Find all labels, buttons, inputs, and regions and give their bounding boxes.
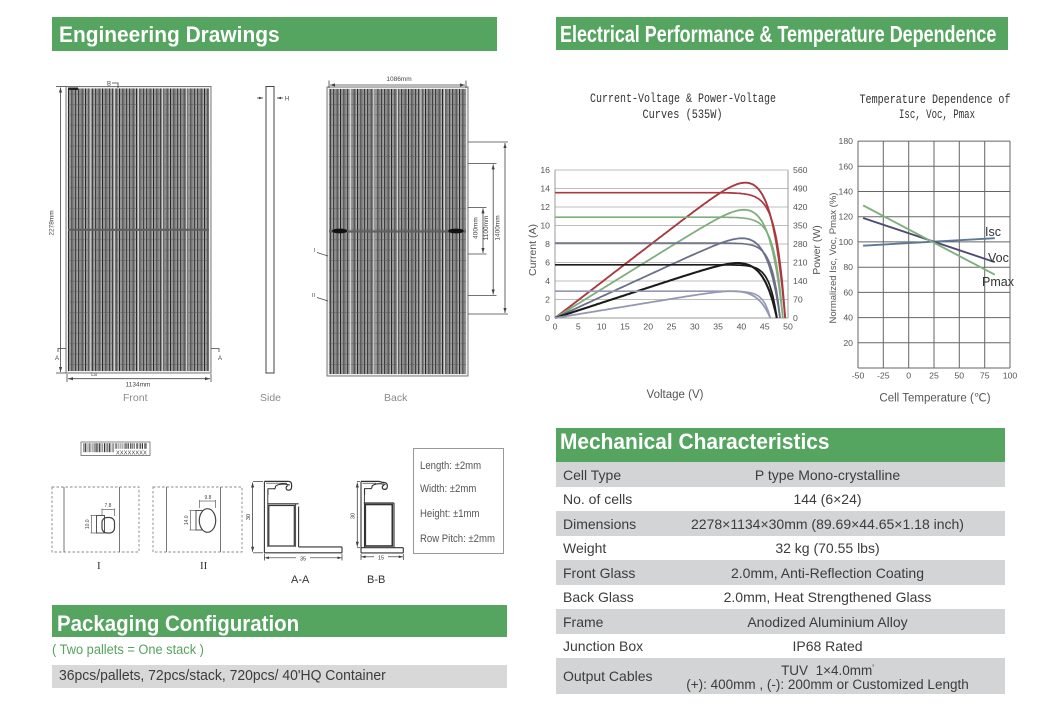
svg-text:490: 490 <box>793 184 808 194</box>
svg-text:10: 10 <box>597 322 607 332</box>
svg-text:0: 0 <box>545 313 550 323</box>
svg-text:Power (W): Power (W) <box>811 225 823 275</box>
svg-text:XXXXXXXX: XXXXXXXX <box>116 451 147 457</box>
svg-text:35: 35 <box>713 322 723 332</box>
svg-text:50: 50 <box>783 322 793 332</box>
svg-text:100: 100 <box>839 237 854 247</box>
svg-text:2278mm: 2278mm <box>49 210 56 235</box>
svg-text:560: 560 <box>793 165 808 175</box>
svg-text:40: 40 <box>843 313 853 323</box>
svg-text:420: 420 <box>793 202 808 212</box>
svg-text:20: 20 <box>643 322 653 332</box>
svg-text:0: 0 <box>793 313 798 323</box>
svg-text:14: 14 <box>540 184 550 194</box>
svg-text:0: 0 <box>553 322 558 332</box>
svg-text:70: 70 <box>793 295 803 305</box>
svg-text:30: 30 <box>351 513 357 519</box>
svg-text:15: 15 <box>378 556 384 562</box>
svg-text:Temperature Dependence of: Temperature Dependence of <box>860 92 1011 107</box>
svg-text:1086mm: 1086mm <box>386 76 411 83</box>
svg-text:80: 80 <box>843 262 853 272</box>
svg-text:140: 140 <box>793 276 808 286</box>
svg-text:10: 10 <box>540 221 550 231</box>
svg-text:Curves (535W): Curves (535W) <box>643 107 723 122</box>
svg-text:280: 280 <box>793 239 808 249</box>
svg-text:Current-Voltage & Power-Voltag: Current-Voltage & Power-Voltage <box>590 91 776 106</box>
svg-text:9.8: 9.8 <box>205 495 212 501</box>
svg-text:100: 100 <box>1003 371 1018 381</box>
svg-text:30: 30 <box>246 514 252 520</box>
svg-text:8: 8 <box>545 239 550 249</box>
svg-text:1400mm: 1400mm <box>495 215 502 240</box>
svg-text:Normalized Isc, Voc, Pmax (%): Normalized Isc, Voc, Pmax (%) <box>828 193 839 324</box>
svg-text:45: 45 <box>760 322 770 332</box>
svg-text:20: 20 <box>843 338 853 348</box>
svg-text:25: 25 <box>667 322 677 332</box>
svg-text:A: A <box>55 356 59 362</box>
svg-text:1100mm: 1100mm <box>483 216 490 241</box>
svg-text:La: La <box>91 372 97 378</box>
svg-text:Current (A): Current (A) <box>527 224 539 276</box>
svg-text:A: A <box>218 356 222 362</box>
svg-text:Isc, Voc, Pmax: Isc, Voc, Pmax <box>899 107 975 122</box>
svg-text:6: 6 <box>545 258 550 268</box>
svg-text:75: 75 <box>980 371 990 381</box>
svg-text:-25: -25 <box>877 371 890 381</box>
svg-text:B: B <box>107 82 111 88</box>
svg-text:4: 4 <box>545 276 550 286</box>
svg-text:7.8: 7.8 <box>105 503 112 509</box>
svg-text:160: 160 <box>839 161 854 171</box>
svg-text:1134mm: 1134mm <box>126 382 151 389</box>
svg-text:10.0: 10.0 <box>85 519 91 529</box>
svg-text:120: 120 <box>839 212 854 222</box>
svg-text:12: 12 <box>540 202 550 212</box>
svg-text:25: 25 <box>929 371 939 381</box>
svg-text:140: 140 <box>839 187 854 197</box>
svg-text:16: 16 <box>540 165 550 175</box>
svg-text:60: 60 <box>843 287 853 297</box>
svg-text:180: 180 <box>839 136 854 146</box>
svg-text:210: 210 <box>793 258 808 268</box>
svg-text:Voc: Voc <box>988 251 1009 265</box>
svg-text:350: 350 <box>793 221 808 231</box>
svg-text:Voltage (V): Voltage (V) <box>647 389 704 401</box>
svg-text:2: 2 <box>545 295 550 305</box>
svg-text:-50: -50 <box>852 371 865 381</box>
svg-text:H: H <box>285 97 289 103</box>
svg-text:Pmax: Pmax <box>982 275 1015 289</box>
svg-text:II: II <box>312 293 316 299</box>
svg-text:14.0: 14.0 <box>184 515 190 525</box>
svg-text:30: 30 <box>690 322 700 332</box>
svg-text:50: 50 <box>954 371 964 381</box>
svg-text:0: 0 <box>906 371 911 381</box>
svg-text:Isc: Isc <box>985 225 1001 239</box>
svg-text:I: I <box>314 248 316 254</box>
svg-text:15: 15 <box>620 322 630 332</box>
svg-text:5: 5 <box>576 322 581 332</box>
svg-text:40: 40 <box>737 322 747 332</box>
svg-text:35: 35 <box>300 556 306 562</box>
svg-text:Cell Temperature (℃): Cell Temperature (℃) <box>879 393 990 405</box>
svg-text:400mm: 400mm <box>473 217 480 239</box>
